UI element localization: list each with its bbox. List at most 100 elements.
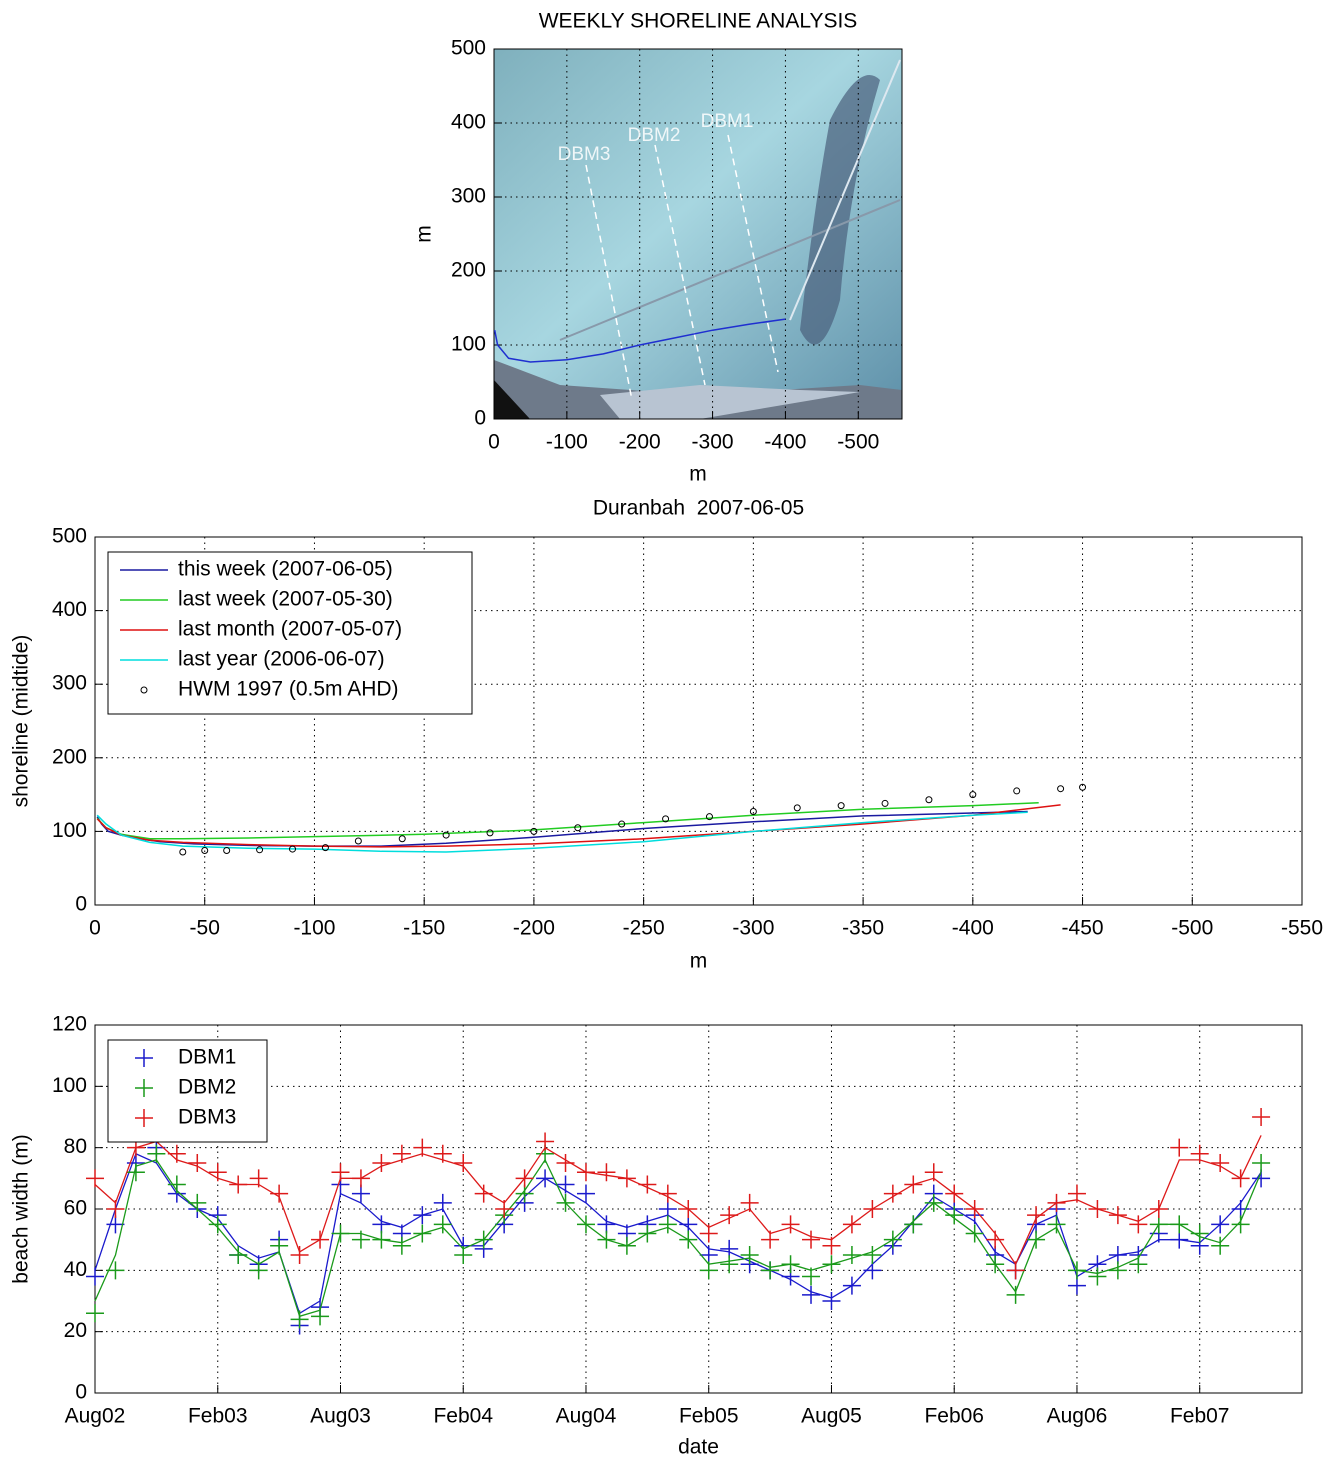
- plot-frame: [94, 1024, 1303, 1394]
- point: [392, 1236, 411, 1255]
- point: [223, 847, 231, 855]
- point: [249, 1169, 268, 1188]
- point: [167, 1144, 186, 1163]
- point: [1108, 1246, 1127, 1264]
- x-tick-label: -150: [403, 917, 445, 940]
- point: [106, 1200, 125, 1218]
- x-axis-label: date: [678, 1436, 719, 1459]
- point: [822, 1292, 841, 1310]
- y-tick-label: 20: [64, 1319, 87, 1342]
- point: [945, 1184, 964, 1203]
- x-tick-label: -400: [764, 431, 806, 454]
- plot-frame: [94, 536, 1303, 906]
- photo-background: [494, 49, 902, 419]
- point: [1190, 1224, 1209, 1243]
- point: [1057, 785, 1065, 793]
- y-tick-label: 100: [52, 819, 87, 842]
- x-axis-label: m: [689, 463, 707, 486]
- y-tick-label: 400: [451, 111, 486, 134]
- x-tick-label: -500: [1171, 917, 1213, 940]
- point: [1252, 1154, 1271, 1172]
- point: [351, 1184, 370, 1203]
- point: [270, 1184, 289, 1203]
- chart-title: Duranbah 2007-06-05: [593, 497, 804, 520]
- y-tick-label: 100: [451, 333, 486, 356]
- point: [781, 1215, 800, 1234]
- point: [289, 845, 297, 853]
- y-tick-label: 100: [52, 1074, 87, 1097]
- point: [311, 1230, 330, 1249]
- point: [413, 1138, 432, 1157]
- point: [229, 1246, 248, 1264]
- legend-marker: [135, 1079, 153, 1097]
- x-tick-label: Feb07: [1170, 1405, 1230, 1428]
- point: [802, 1285, 821, 1304]
- point: [842, 1276, 861, 1295]
- point: [351, 1169, 370, 1188]
- point: [761, 1230, 780, 1249]
- annotation: DBM3: [558, 144, 611, 165]
- point: [863, 1246, 882, 1264]
- line: [493, 318, 786, 363]
- y-tick-label: 0: [75, 893, 87, 916]
- point: [597, 1163, 616, 1182]
- point: [658, 1215, 677, 1234]
- legend-label: last year (2006-06-07): [178, 648, 385, 671]
- x-tick-label: 0: [488, 431, 500, 454]
- point: [188, 1193, 207, 1212]
- point: [749, 808, 757, 816]
- point: [883, 1184, 902, 1203]
- point: [86, 1304, 104, 1323]
- point: [530, 827, 538, 835]
- point: [1129, 1255, 1148, 1274]
- point: [802, 1230, 821, 1249]
- point: [398, 835, 406, 843]
- point: [354, 837, 362, 845]
- x-tick-label: -400: [952, 917, 994, 940]
- point: [1149, 1200, 1168, 1218]
- annotation: DBM1: [701, 111, 754, 132]
- legend-label: DBM3: [178, 1106, 236, 1129]
- point: [679, 1215, 698, 1234]
- point: [556, 1154, 575, 1172]
- point: [740, 1193, 759, 1212]
- point: [536, 1132, 555, 1151]
- x-tick-label: -100: [546, 431, 588, 454]
- point: [904, 1215, 923, 1234]
- x-tick-label: Feb05: [679, 1405, 739, 1428]
- point: [863, 1261, 882, 1280]
- x-tick-label: -50: [190, 917, 220, 940]
- point: [576, 1215, 595, 1234]
- point: [597, 1230, 616, 1249]
- point: [761, 1261, 780, 1280]
- point: [1190, 1144, 1209, 1163]
- y-tick-label: 0: [474, 407, 486, 430]
- y-tick-label: 80: [64, 1135, 87, 1158]
- line: [96, 811, 1028, 853]
- point: [925, 796, 933, 804]
- x-tick-label: Feb06: [924, 1405, 984, 1428]
- point: [1252, 1108, 1271, 1126]
- chart-title: WEEKLY SHORELINE ANALYSIS: [539, 10, 858, 33]
- trend-line: [94, 1158, 1262, 1318]
- x-tick-label: Aug04: [556, 1405, 617, 1428]
- point: [863, 1200, 882, 1218]
- point: [256, 846, 264, 854]
- point: [208, 1215, 227, 1234]
- point: [705, 813, 713, 821]
- legend-label: DBM1: [178, 1046, 236, 1069]
- x-tick-label: -200: [513, 917, 555, 940]
- legend-marker: [140, 686, 148, 694]
- plot-area: [95, 1025, 1302, 1393]
- point: [883, 1230, 902, 1249]
- point: [1006, 1261, 1025, 1280]
- x-tick-label: -450: [1062, 917, 1104, 940]
- point: [945, 1206, 964, 1225]
- point: [201, 847, 209, 855]
- point: [147, 1144, 166, 1163]
- point: [454, 1246, 473, 1264]
- point: [229, 1175, 248, 1194]
- point: [965, 1224, 984, 1243]
- point: [556, 1193, 575, 1212]
- point: [1047, 1215, 1066, 1234]
